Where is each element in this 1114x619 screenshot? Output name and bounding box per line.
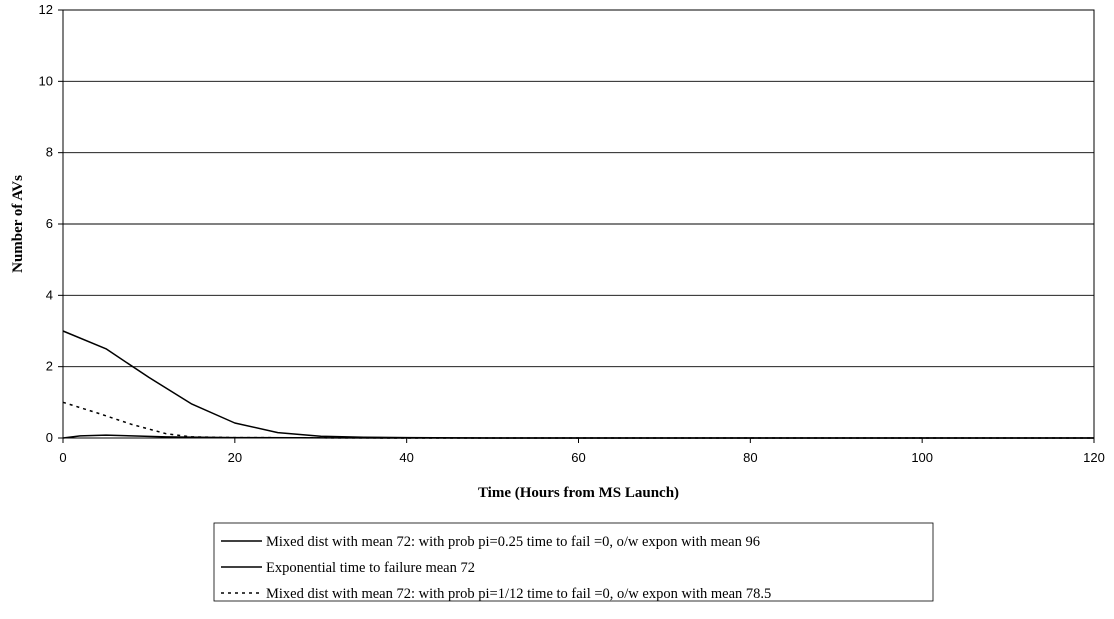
- series-line-3: [62, 401, 1094, 439]
- x-axis-ticks: 0 20 40 60 80 100 120: [59, 438, 1105, 465]
- y-tick-label: 0: [46, 430, 53, 445]
- y-tick-label: 10: [39, 73, 53, 88]
- legend-items: Mixed dist with mean 72: with prob pi=0.…: [221, 534, 771, 602]
- series-line-1: [62, 330, 1094, 439]
- gridlines: [63, 80, 1094, 368]
- y-axis-ticks: 0 2 4 6 8 10 12: [39, 2, 63, 445]
- x-tick-label: 20: [228, 450, 242, 465]
- x-tick-label: 40: [399, 450, 413, 465]
- legend-label-1: Mixed dist with mean 72: with prob pi=0.…: [266, 534, 760, 550]
- x-tick-label: 120: [1083, 450, 1105, 465]
- y-tick-label: 2: [46, 359, 53, 374]
- x-axis-title: Time (Hours from MS Launch): [478, 485, 679, 501]
- legend-box: [213, 522, 934, 602]
- y-tick-label: 4: [46, 287, 53, 302]
- x-tick-label: 80: [743, 450, 757, 465]
- legend-label-3: Mixed dist with mean 72: with prob pi=1/…: [266, 586, 771, 602]
- x-tick-label: 0: [59, 450, 66, 465]
- y-tick-label: 12: [39, 2, 53, 17]
- y-tick-label: 8: [46, 145, 53, 160]
- legend-label-2: Exponential time to failure mean 72: [266, 560, 475, 576]
- y-tick-label: 6: [46, 216, 53, 231]
- y-axis-title: Number of AVs: [10, 175, 26, 273]
- x-tick-label: 60: [571, 450, 585, 465]
- series-lines: [62, 330, 1094, 439]
- legend: Mixed dist with mean 72: with prob pi=0.…: [213, 522, 934, 602]
- x-tick-label: 100: [911, 450, 933, 465]
